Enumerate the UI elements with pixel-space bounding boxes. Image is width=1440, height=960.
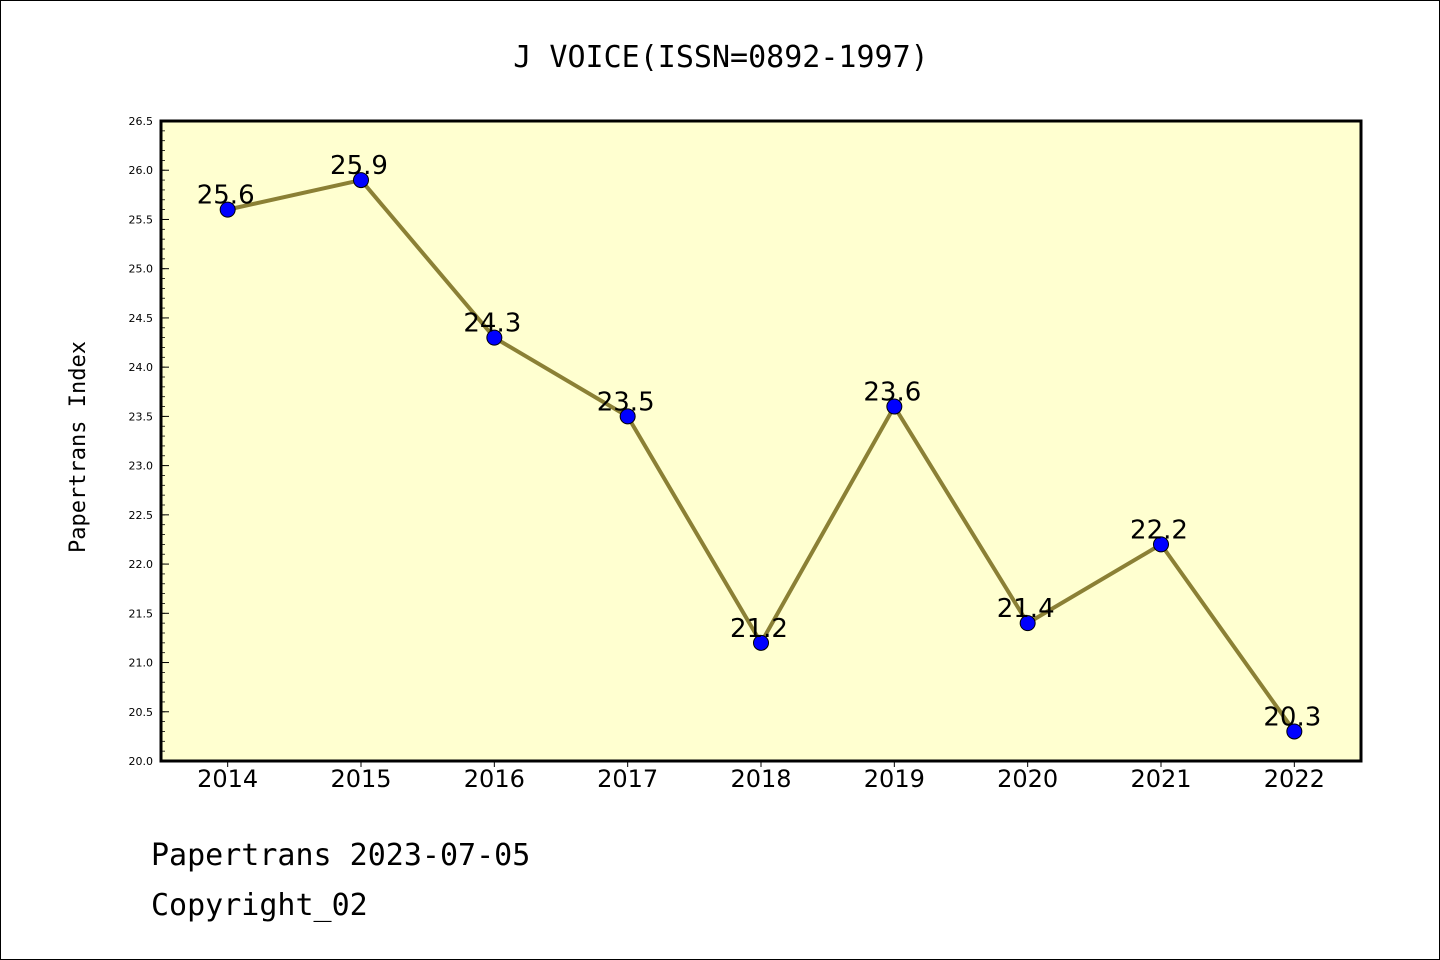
y-tick-label: 24.5: [129, 312, 154, 325]
footer-date: Papertrans 2023-07-05: [151, 838, 530, 873]
series-group: [219, 172, 1303, 740]
y-tick-label: 26.5: [129, 115, 154, 128]
data-label: 21.4: [997, 594, 1055, 624]
y-tick-label: 22.0: [129, 558, 154, 571]
y-tick-label: 26.0: [129, 164, 154, 177]
x-tick-label: 2019: [864, 765, 925, 793]
x-axis: 2014 2015 2016 2017 2018 2019 2020 2021 2022: [197, 761, 1325, 793]
data-point: [486, 329, 503, 346]
data-label: 24.3: [463, 309, 521, 339]
chart-title: J VOICE(ISSN=0892-1997): [513, 40, 928, 75]
y-axis-label: Papertrans Index: [66, 341, 91, 553]
y-tick-label: 23.0: [129, 460, 154, 473]
x-tick-label: 2022: [1264, 765, 1325, 793]
x-tick-label: 2015: [330, 765, 391, 793]
data-point: [1019, 615, 1036, 632]
y-tick-label: 21.0: [129, 657, 154, 670]
y-tick-label: 24.0: [129, 361, 154, 374]
data-point: [753, 634, 769, 651]
x-tick-label: 2020: [997, 765, 1058, 793]
data-point: [1286, 723, 1303, 740]
data-labels: 25.6 25.9 24.3 23.5 21.2 23.6 21.4 22.2 20.3: [197, 151, 1322, 732]
footer-copyright: Copyright_02: [151, 888, 368, 923]
data-label: 25.6: [197, 181, 255, 211]
data-point: [619, 408, 636, 425]
y-tick-label: 20.0: [129, 755, 154, 768]
y-tick-label: 25.5: [129, 213, 154, 226]
y-tick-label: 25.0: [129, 263, 154, 276]
data-point: [886, 398, 903, 415]
data-point: [219, 201, 236, 218]
y-tick-label: 21.5: [129, 607, 154, 620]
y-tick-label: 23.5: [129, 410, 154, 423]
x-tick-label: 2017: [597, 765, 658, 793]
x-tick-label: 2016: [464, 765, 525, 793]
data-label: 20.3: [1263, 702, 1321, 732]
data-label: 23.6: [863, 378, 921, 408]
x-tick-label: 2021: [1130, 765, 1191, 793]
y-tick-label: 20.5: [129, 706, 154, 719]
data-point: [353, 172, 369, 189]
data-label: 22.2: [1130, 515, 1188, 545]
plot-area: [161, 121, 1361, 761]
y-axis: 20.0 20.5 21.0 21.5 22.0 22.5 23.0 23.5 24.0 24.5…: [129, 115, 169, 768]
y-tick-label: 22.5: [129, 509, 154, 522]
data-point: [1153, 536, 1169, 553]
data-label: 25.9: [330, 151, 388, 181]
data-label: 21.2: [730, 614, 788, 644]
x-tick-label: 2014: [197, 765, 258, 793]
x-tick-label: 2018: [730, 765, 791, 793]
plot-border: [159, 119, 1363, 763]
data-label: 23.5: [597, 387, 655, 417]
